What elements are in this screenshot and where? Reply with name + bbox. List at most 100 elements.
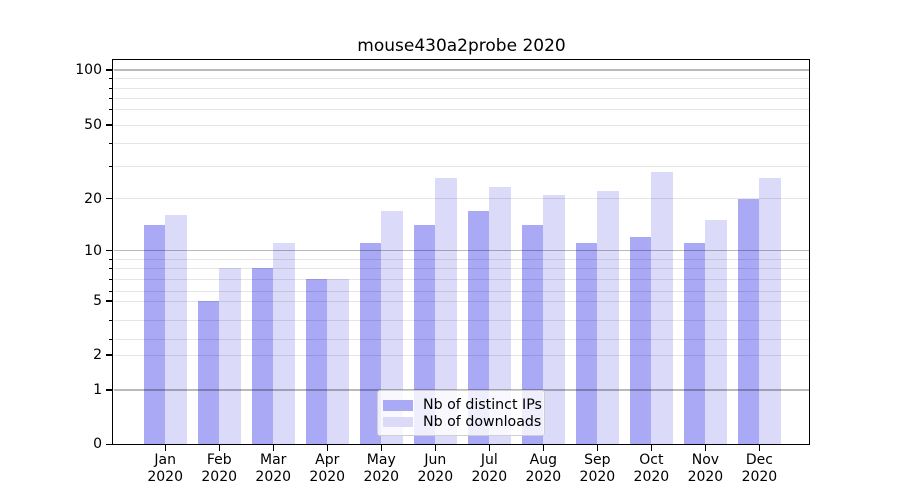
x-tick-year: 2020 (579, 468, 616, 485)
bar-distinct-ips-jan (143, 225, 166, 445)
x-tick-month: Feb (206, 452, 232, 468)
x-tick-jan (164, 444, 166, 451)
y-tick-5 (106, 300, 113, 302)
y-tick-100 (106, 69, 113, 71)
bar-downloads-jul (489, 187, 511, 445)
gridline-minor-7 (113, 278, 809, 280)
x-tick-dec (758, 444, 760, 451)
y-minor-tick-40 (109, 142, 113, 144)
bar-downloads-dec (759, 177, 781, 445)
x-tick-year: 2020 (363, 468, 400, 485)
x-tick-year: 2020 (417, 468, 454, 485)
y-minor-tick-3 (109, 338, 113, 340)
bar-distinct-ips-feb (197, 301, 220, 445)
gridline-minor-3 (113, 338, 809, 340)
legend-swatch-downloads (383, 416, 413, 427)
y-tick-label-0: 0 (93, 436, 102, 453)
x-tick-month: Nov (691, 452, 720, 468)
legend-item-downloads: Nb of downloads (383, 414, 541, 431)
x-tick-label-feb: Feb 2020 (189, 452, 249, 485)
y-minor-tick-80 (109, 87, 113, 89)
y-tick-20 (106, 197, 113, 200)
bar-distinct-ips-apr (305, 279, 328, 445)
bar-distinct-ips-nov (683, 243, 706, 445)
x-tick-label-dec: Dec 2020 (729, 452, 789, 485)
legend-item-distinct-ips: Nb of distinct IPs (383, 397, 542, 414)
bar-distinct-ips-jun (413, 225, 436, 445)
x-tick-label-mar: Mar 2020 (243, 452, 303, 485)
y-tick-50 (106, 124, 113, 126)
gridline-minor-90 (113, 77, 809, 79)
bar-downloads-feb (219, 268, 241, 445)
y-tick-0 (106, 443, 113, 445)
bar-downloads-jan (165, 215, 187, 445)
x-tick-label-oct: Oct 2020 (621, 452, 681, 485)
bar-distinct-ips-oct (629, 236, 652, 445)
x-tick-month: Dec (745, 452, 773, 468)
y-minor-tick-8 (109, 267, 113, 269)
gridline-minor-40 (113, 142, 809, 144)
x-tick-year: 2020 (741, 468, 778, 485)
y-tick-label-100: 100 (75, 62, 102, 78)
x-tick-month: Aug (529, 452, 557, 468)
gridline-minor-4 (113, 319, 809, 321)
x-tick-year: 2020 (255, 468, 292, 485)
bar-distinct-ips-dec (737, 198, 760, 445)
bar-downloads-sep (597, 190, 619, 445)
x-tick-month: Apr (315, 452, 340, 468)
bar-downloads-may (381, 210, 403, 445)
x-tick-label-jan: Jan 2020 (135, 452, 195, 485)
x-tick-year: 2020 (687, 468, 724, 485)
bar-distinct-ips-may (359, 243, 382, 445)
y-tick-2 (106, 354, 113, 356)
y-minor-tick-90 (109, 77, 113, 79)
x-tick-year: 2020 (309, 468, 346, 485)
gridline-minor-9 (113, 258, 809, 260)
legend-label-downloads: Nb of downloads (423, 413, 542, 430)
gridline-20 (113, 198, 809, 199)
gridline-50 (113, 124, 809, 126)
y-minor-tick-7 (109, 278, 113, 280)
x-tick-label-jun: Jun 2020 (405, 452, 465, 485)
y-tick-label-50: 50 (84, 117, 102, 133)
x-tick-month: Jul (480, 452, 498, 468)
x-tick-year: 2020 (633, 468, 670, 485)
bar-distinct-ips-sep (575, 243, 598, 445)
bar-downloads-mar (273, 243, 295, 445)
bar-downloads-aug (543, 194, 565, 445)
bar-downloads-nov (705, 220, 727, 445)
x-tick-nov (704, 444, 706, 451)
gridline-100 (113, 69, 809, 71)
y-minor-tick-4 (109, 319, 113, 321)
gridline-5 (113, 300, 809, 302)
legend-swatch-distinct-ips (383, 400, 413, 411)
y-tick-1 (106, 389, 113, 391)
x-tick-label-jul: Jul 2020 (459, 452, 519, 485)
x-tick-label-nov: Nov 2020 (675, 452, 735, 485)
x-tick-sep (596, 444, 598, 451)
y-minor-tick-9 (109, 258, 113, 260)
legend: Nb of distinct IPs Nb of downloads (377, 390, 545, 436)
x-tick-aug (542, 444, 544, 451)
x-tick-month: Mar (260, 452, 287, 468)
x-tick-apr (326, 444, 328, 451)
gridline-10 (113, 249, 809, 252)
bar-distinct-ips-mar (251, 268, 274, 445)
chart-title: mouse430a2probe 2020 (357, 36, 566, 56)
x-tick-year: 2020 (525, 468, 562, 485)
y-tick-label-1: 1 (93, 382, 102, 398)
y-tick-label-10: 10 (84, 242, 102, 259)
x-tick-oct (650, 444, 652, 451)
x-tick-mar (272, 444, 274, 451)
x-tick-month: Sep (584, 452, 611, 468)
x-tick-feb (218, 444, 220, 451)
x-tick-label-apr: Apr 2020 (297, 452, 357, 485)
x-tick-jun (434, 444, 436, 451)
x-tick-may (380, 444, 382, 451)
x-tick-year: 2020 (147, 468, 183, 485)
y-tick-10 (106, 249, 113, 252)
gridline-minor-30 (113, 166, 809, 167)
x-tick-year: 2020 (201, 468, 238, 485)
x-tick-month: Jan (154, 452, 176, 468)
